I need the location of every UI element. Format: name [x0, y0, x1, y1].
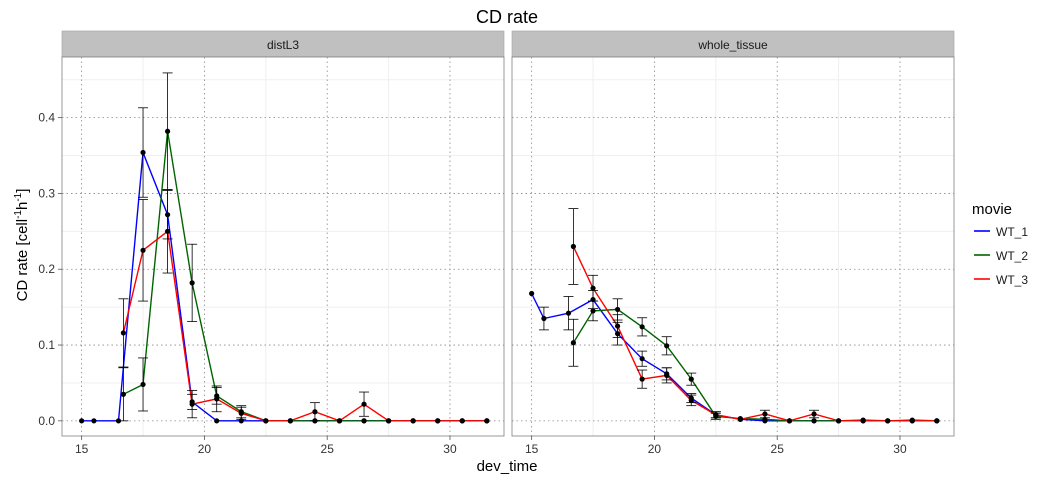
data-point-WT_3: [140, 247, 146, 253]
data-point-WT_3: [189, 401, 195, 407]
data-point-WT_1: [214, 418, 220, 424]
legend-label: WT_2: [996, 249, 1028, 263]
data-point-WT_3: [835, 418, 842, 424]
legend-item-WT_1: WT_1: [974, 225, 1028, 239]
y-axis-label-end: ]: [14, 189, 31, 193]
legend-item-WT_3: WT_3: [974, 273, 1028, 287]
data-point-WT_3: [238, 410, 244, 416]
x-tick-label: 20: [198, 442, 212, 456]
panel-whole_tissue: whole_tissue: [511, 30, 955, 437]
legend-label: WT_1: [996, 225, 1028, 239]
data-point-WT_3: [713, 412, 719, 418]
data-point-WT_1: [565, 310, 572, 316]
data-point-WT_2: [120, 391, 126, 397]
data-point-WT_3: [885, 418, 891, 424]
y-tick-label: 0.2: [38, 262, 55, 276]
data-point-WT_2: [811, 418, 817, 424]
data-point-WT_3: [570, 243, 576, 250]
data-point-WT_3: [860, 418, 866, 424]
data-point-WT_3: [664, 372, 670, 378]
y-axis-label-main: CD rate [cell: [14, 219, 31, 302]
data-point-WT_1: [541, 315, 547, 322]
x-tick-label: 15: [75, 442, 89, 456]
data-point-WT_3: [688, 397, 694, 403]
strip-background: [61, 30, 505, 58]
strip-label: whole_tissue: [697, 38, 768, 52]
data-point-WT_3: [786, 418, 793, 424]
data-point-WT_2: [639, 324, 645, 330]
data-point-WT_3: [590, 285, 596, 291]
data-point-WT_3: [120, 330, 126, 336]
data-point-WT_2: [614, 306, 621, 313]
data-point-WT_1: [79, 418, 85, 424]
data-point-WT_3: [909, 418, 915, 424]
legend-items: WT_1 WT_2 WT_3: [974, 225, 1028, 287]
data-point-WT_2: [361, 418, 367, 424]
data-point-WT_1: [639, 356, 645, 362]
data-point-WT_3: [934, 418, 940, 424]
data-point-WT_3: [639, 376, 645, 382]
series-line-WT_3: [572, 246, 937, 422]
panel-border: [61, 56, 505, 437]
legend-label: WT_3: [996, 273, 1028, 287]
y-tick-label: 0.0: [38, 414, 55, 428]
x-tick-label: 20: [648, 442, 662, 456]
x-axis: 15 20 25 30 15 20 25 30: [75, 436, 907, 456]
data-point-WT_3: [214, 396, 220, 402]
data-point-WT_3: [385, 418, 392, 424]
data-point-WT_3: [312, 409, 318, 415]
legend: movie WT_1 WT_2 WT_3: [972, 201, 1028, 287]
data-point-WT_3: [435, 418, 441, 424]
x-axis-label: dev_time: [477, 458, 538, 475]
y-axis: 0.0 0.1 0.2 0.3 0.4: [38, 111, 62, 428]
data-point-WT_3: [164, 228, 171, 234]
y-axis-label-sup2: -1: [13, 192, 24, 201]
data-point-WT_3: [287, 418, 293, 424]
x-tick-label: 30: [893, 442, 907, 456]
data-point-WT_3: [410, 418, 416, 424]
legend-title: movie: [972, 201, 1012, 218]
plot-background: [512, 57, 954, 436]
y-axis-label-sup1: -1: [13, 210, 24, 219]
data-point-WT_3: [263, 418, 269, 424]
data-point-WT_2: [664, 343, 670, 349]
y-tick-label: 0.4: [38, 111, 55, 125]
y-tick-label: 0.1: [38, 338, 55, 352]
data-point-WT_3: [811, 411, 817, 417]
legend-item-WT_2: WT_2: [974, 249, 1028, 263]
data-point-WT_2: [164, 128, 171, 134]
data-point-WT_3: [459, 418, 465, 424]
y-axis-label-mid: h: [14, 202, 31, 210]
x-tick-label: 25: [321, 442, 335, 456]
series-line-WT_3: [122, 230, 487, 422]
data-point-WT_3: [484, 418, 490, 424]
data-point-WT_2: [590, 308, 596, 314]
data-point-WT_2: [140, 381, 146, 388]
data-point-WT_2: [570, 340, 576, 346]
data-point-WT_3: [762, 411, 768, 417]
panel-distL3: distL3: [61, 30, 505, 437]
facet-panels: distL3 whole_tissue: [61, 30, 955, 437]
panel-border: [511, 56, 955, 437]
chart-title: CD rate: [476, 7, 538, 27]
data-point-WT_2: [189, 280, 195, 286]
data-point-WT_3: [614, 323, 621, 329]
strip-label: distL3: [267, 38, 299, 52]
data-point-WT_3: [361, 401, 367, 407]
data-point-WT_3: [336, 418, 343, 424]
data-point-WT_1: [91, 418, 97, 424]
x-tick-label: 25: [771, 442, 785, 456]
data-point-WT_2: [688, 376, 694, 382]
data-point-WT_1: [140, 149, 146, 156]
y-tick-label: 0.3: [38, 186, 55, 200]
data-point-WT_3: [737, 416, 743, 422]
plot-background: [62, 57, 504, 436]
data-point-WT_1: [529, 290, 535, 297]
y-axis-label: CD rate [cell-1h-1]: [13, 189, 31, 302]
x-tick-label: 30: [443, 442, 457, 456]
x-tick-label: 15: [525, 442, 539, 456]
